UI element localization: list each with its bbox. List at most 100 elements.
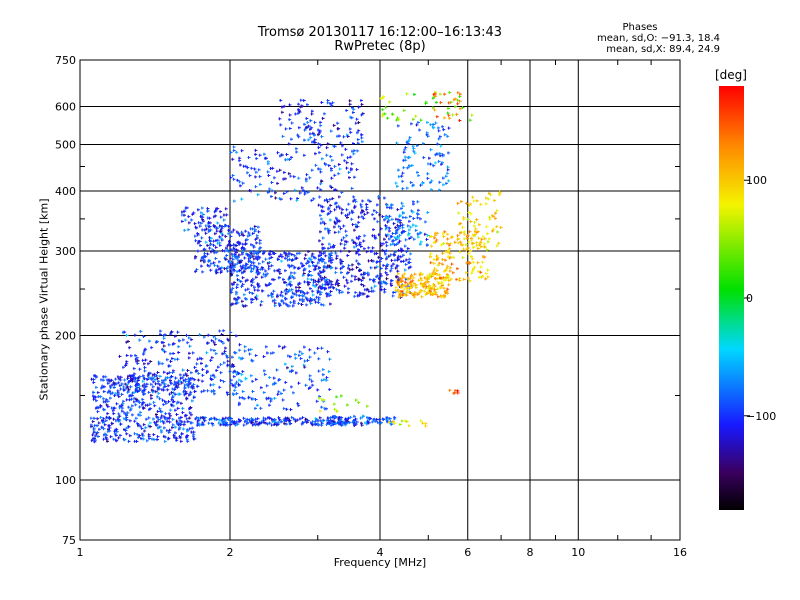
- data-point: [250, 270, 252, 273]
- data-point: [356, 244, 357, 248]
- data-point: [419, 231, 421, 235]
- data-point: [171, 398, 173, 402]
- data-point: [214, 214, 216, 218]
- data-point: [391, 217, 393, 221]
- data-point: [152, 380, 154, 384]
- data-point: [251, 421, 253, 424]
- data-point: [397, 220, 399, 224]
- data-point: [289, 274, 291, 278]
- data-point: [141, 432, 143, 436]
- data-point: [220, 363, 221, 367]
- data-point: [287, 263, 289, 267]
- data-point: [349, 415, 351, 419]
- data-point: [231, 286, 233, 290]
- data-point: [290, 408, 291, 412]
- data-point: [261, 421, 263, 425]
- data-point: [289, 422, 291, 425]
- data-point: [353, 419, 355, 422]
- data-point: [379, 259, 381, 263]
- data-point: [173, 383, 175, 387]
- data-point: [238, 240, 240, 244]
- data-point: [370, 286, 372, 290]
- data-point: [165, 376, 167, 380]
- data-point: [395, 231, 397, 235]
- data-point: [321, 346, 322, 350]
- data-point: [129, 434, 131, 438]
- data-point: [293, 301, 295, 305]
- data-point: [215, 245, 217, 249]
- data-point: [207, 209, 209, 213]
- data-point: [157, 391, 159, 395]
- data-point: [391, 203, 393, 207]
- data-point: [213, 375, 215, 379]
- data-point: [309, 297, 311, 301]
- data-point: [263, 272, 264, 276]
- data-point: [312, 293, 314, 297]
- data-point: [172, 423, 174, 427]
- data-point: [261, 275, 263, 279]
- data-point: [147, 424, 149, 428]
- data-point: [233, 246, 234, 250]
- data-point: [168, 400, 169, 404]
- data-point: [123, 330, 125, 334]
- data-point: [359, 241, 361, 245]
- data-point: [143, 389, 145, 393]
- data-point: [408, 219, 410, 223]
- data-point: [355, 417, 356, 421]
- data-point: [210, 389, 212, 393]
- data-point: [109, 416, 111, 420]
- data-point: [410, 282, 412, 286]
- data-point: [337, 283, 339, 287]
- data-point: [199, 333, 200, 337]
- data-point: [310, 274, 312, 277]
- data-point: [208, 236, 210, 240]
- data-point: [142, 434, 144, 438]
- data-point: [378, 281, 380, 285]
- data-point: [234, 263, 236, 267]
- data-point: [95, 395, 97, 399]
- data-point: [299, 298, 301, 302]
- data-point: [261, 266, 263, 269]
- data-point: [361, 423, 363, 427]
- data-point: [346, 208, 347, 212]
- data-point: [325, 378, 327, 382]
- data-point: [196, 232, 198, 235]
- data-point: [278, 276, 280, 279]
- data-point: [191, 212, 193, 216]
- data-point: [296, 402, 298, 406]
- data-point: [242, 233, 244, 237]
- data-point: [320, 303, 322, 307]
- data-point: [227, 359, 229, 363]
- data-point: [195, 369, 197, 373]
- data-point: [291, 364, 293, 368]
- data-point: [174, 425, 176, 429]
- data-point: [237, 371, 239, 374]
- data-point: [161, 347, 163, 351]
- data-point: [328, 370, 330, 373]
- data-point: [408, 257, 410, 261]
- data-point: [174, 386, 176, 390]
- data-point: [341, 208, 343, 212]
- data-point: [169, 378, 171, 382]
- data-point: [269, 253, 271, 257]
- data-point: [324, 287, 326, 291]
- data-point: [390, 264, 392, 268]
- data-point: [223, 213, 225, 217]
- data-point: [366, 250, 368, 254]
- data-point: [220, 215, 222, 219]
- data-point: [131, 391, 133, 395]
- data-point: [271, 278, 273, 281]
- data-point: [383, 287, 385, 291]
- data-point: [188, 351, 190, 355]
- data-point: [142, 390, 144, 393]
- data-point: [194, 222, 196, 226]
- data-point: [356, 236, 358, 240]
- data-point: [248, 254, 250, 258]
- data-point: [284, 269, 286, 273]
- data-point: [259, 238, 261, 242]
- data-point: [227, 259, 229, 263]
- data-point: [254, 228, 256, 232]
- data-point: [264, 274, 266, 278]
- data-point: [258, 262, 260, 266]
- data-point: [260, 267, 262, 271]
